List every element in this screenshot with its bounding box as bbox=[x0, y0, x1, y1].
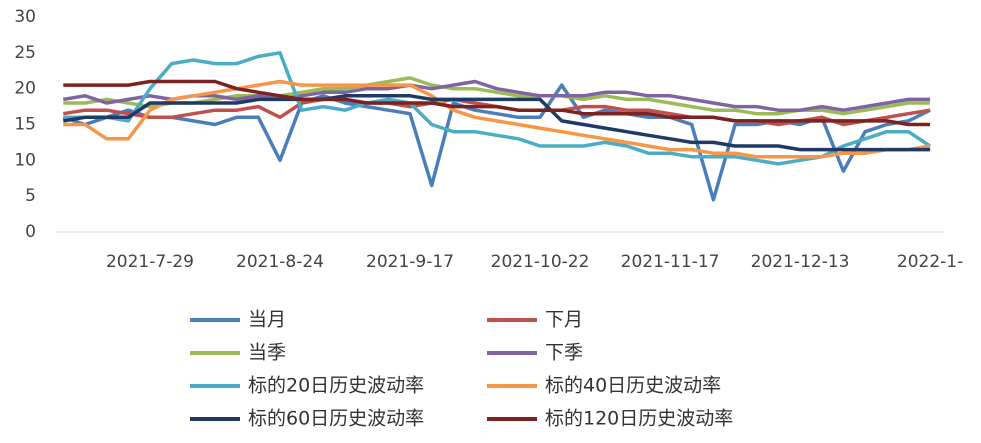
x-tick-label: 2021-10-22 bbox=[491, 252, 590, 272]
y-tick-label: 20 bbox=[14, 79, 36, 99]
series-line bbox=[63, 51, 932, 166]
legend-label: 当月 bbox=[248, 309, 286, 331]
series-line bbox=[63, 76, 931, 116]
legend-label: 下月 bbox=[545, 309, 583, 331]
series-line bbox=[63, 79, 931, 112]
legend-label: 下季 bbox=[545, 342, 583, 364]
legend-label: 标的40日历史波动率 bbox=[545, 375, 721, 397]
legend-label: 标的20日历史波动率 bbox=[248, 375, 424, 397]
y-tick-label: 5 bbox=[25, 186, 36, 206]
y-tick-label: 0 bbox=[25, 222, 36, 242]
legend-label: 标的60日历史波动率 bbox=[248, 408, 424, 430]
x-tick-label: 2021-7-29 bbox=[106, 252, 194, 272]
x-tick-label: 2021-9-17 bbox=[366, 252, 454, 272]
y-tick-label: 15 bbox=[14, 115, 36, 135]
x-tick-label: 2021-8-24 bbox=[236, 252, 324, 272]
series-line bbox=[63, 94, 931, 152]
series-line bbox=[63, 79, 931, 159]
y-tick-label: 25 bbox=[14, 43, 36, 63]
x-tick-label: 2021-12-13 bbox=[751, 252, 850, 272]
x-tick-label: 2022-1- bbox=[897, 252, 963, 272]
x-tick-label: 2021-11-17 bbox=[621, 252, 720, 272]
legend-label: 标的120日历史波动率 bbox=[545, 408, 733, 430]
legend-label: 当季 bbox=[248, 342, 286, 364]
series-line bbox=[63, 79, 931, 127]
y-tick-label: 10 bbox=[14, 150, 36, 170]
y-tick-label: 30 bbox=[14, 7, 36, 27]
